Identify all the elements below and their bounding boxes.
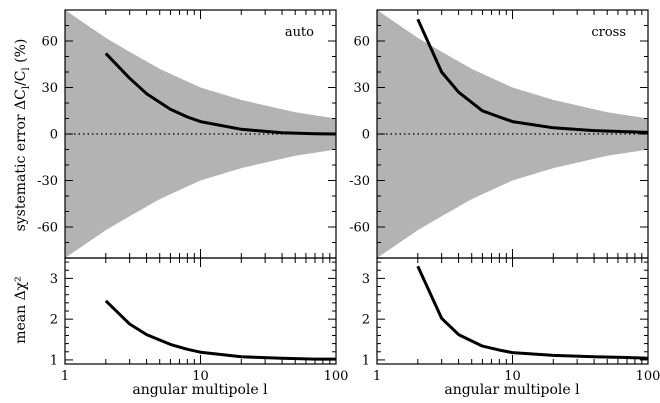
y-tick-label-top: 0 [50, 128, 58, 143]
y-tick-label-top: 30 [41, 81, 58, 96]
x-tick-label: 1 [373, 369, 381, 384]
y-axis-title-bottom: mean Δχ² [13, 276, 29, 344]
y-tick-label-bottom: 1 [50, 353, 58, 368]
x-tick-label: 10 [192, 369, 209, 384]
y-tick-label-top: 0 [362, 128, 370, 143]
series-line-top [416, 18, 648, 134]
panel-label: cross [591, 25, 626, 40]
series-line-top [104, 52, 336, 136]
y-tick-label-top: -60 [37, 221, 58, 236]
y-axis-title-top: systematic error ΔCl/Cl (%) [13, 39, 32, 232]
y-tick-label-bottom: 3 [362, 272, 370, 287]
x-tick-label: 100 [636, 369, 660, 384]
y-tick-label-top: -60 [349, 221, 370, 236]
x-tick-label: 1 [61, 369, 69, 384]
y-tick-label-bottom: 3 [50, 272, 58, 287]
series-line-bottom [104, 299, 336, 361]
panel-label: auto [285, 25, 314, 40]
panels: -60 -30 0 30 60 auto 1 2 3 1 10 100 -60 -30 0 30 60 cross… [37, 9, 660, 384]
x-tick-label: 100 [324, 369, 349, 384]
x-tick-label: 10 [504, 369, 521, 384]
y-tick-label-top: 30 [353, 81, 370, 96]
y-tick-label-top: -30 [37, 174, 58, 189]
y-tick-label-top: -30 [349, 174, 370, 189]
y-tick-label-bottom: 2 [362, 313, 370, 328]
panel-auto: -60 -30 0 30 60 auto 1 2 3 1 10 100 [37, 9, 349, 384]
y-tick-label-bottom: 2 [50, 313, 58, 328]
x-axis-title-left: angular multipole l [132, 382, 268, 398]
series-line-bottom [416, 265, 649, 360]
y-tick-label-top: 60 [353, 35, 370, 50]
panel-cross: -60 -30 0 30 60 cross 1 2 3 1 10 100 [349, 9, 660, 384]
y-tick-label-bottom: 1 [362, 353, 370, 368]
plot-frame-bottom [64, 257, 337, 365]
x-axis-title-right: angular multipole l [444, 382, 580, 398]
y-tick-label-top: 60 [41, 35, 58, 50]
plot-frame-bottom [376, 257, 649, 365]
